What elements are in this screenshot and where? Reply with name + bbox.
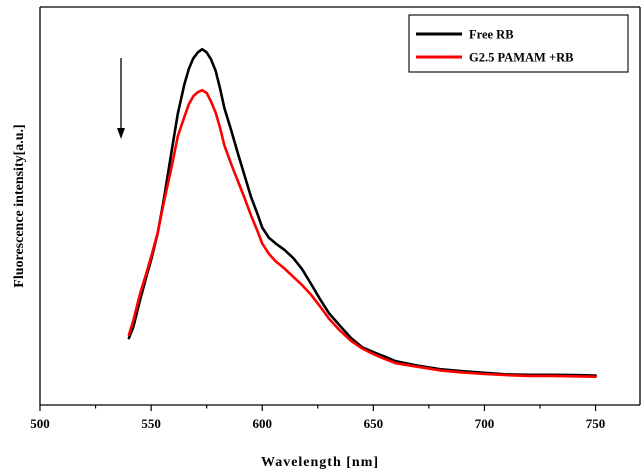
- x-tick-labels: 500 550 600 650 700 750: [30, 416, 605, 431]
- x-axis-title: Wavelength [nm]: [261, 455, 379, 470]
- decrease-arrow: [117, 58, 125, 139]
- legend-label-free-rb: Free RB: [469, 28, 514, 42]
- x-tick-label-650: 650: [364, 416, 384, 431]
- x-tick-label-700: 700: [475, 416, 495, 431]
- y-axis-title: Fluorescence intensity[a.u.]: [12, 124, 27, 287]
- x-tick-label-600: 600: [252, 416, 272, 431]
- x-tick-label-500: 500: [30, 416, 50, 431]
- series-line-pamam-rb: [127, 88, 597, 379]
- x-tick-label-750: 750: [586, 416, 606, 431]
- x-tick-label-550: 550: [141, 416, 161, 431]
- legend: Free RB G2.5 PAMAM +RB: [408, 14, 629, 73]
- series-layer: [127, 47, 597, 379]
- decrease-arrow-head: [117, 128, 125, 139]
- legend-label-pamam-rb: G2.5 PAMAM +RB: [469, 51, 573, 65]
- legend-box: [408, 14, 629, 73]
- series-line-free-rb: [127, 47, 597, 377]
- x-ticks: [39, 405, 597, 411]
